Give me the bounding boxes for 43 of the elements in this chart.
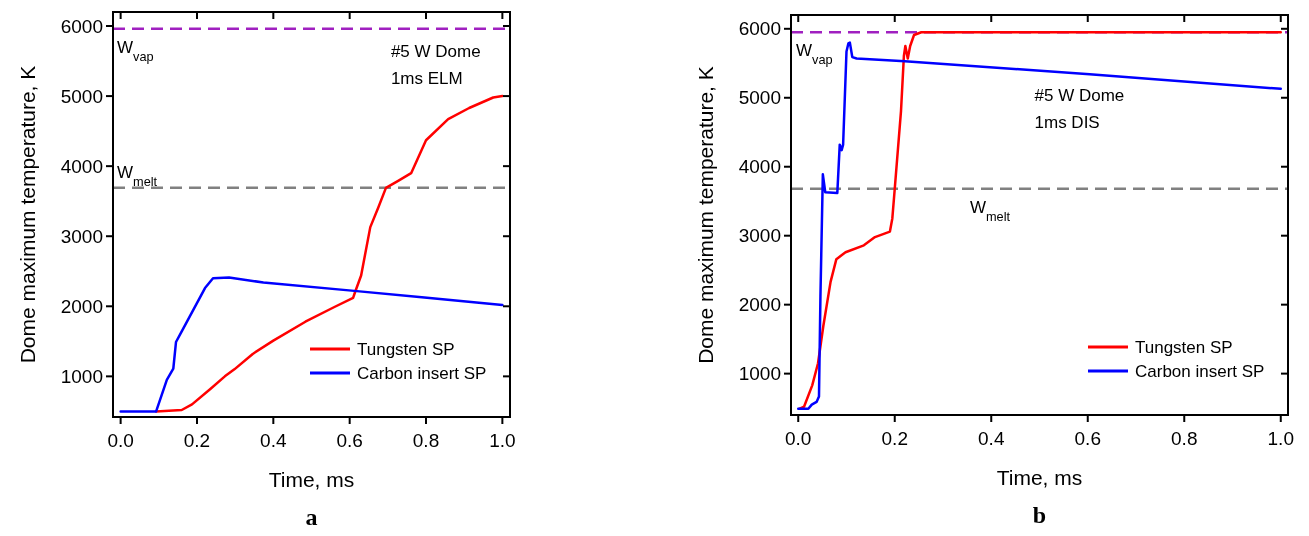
- ref-line-label: W$_{vap}$: [795, 41, 833, 67]
- x-axis-title: Time, ms: [996, 466, 1083, 489]
- y-tick-label: 3000: [738, 225, 781, 247]
- x-tick-label: 0.2: [183, 430, 211, 451]
- x-tick-label: 0.0: [785, 428, 812, 449]
- y-tick-label: 4000: [60, 155, 103, 177]
- x-tick-label: 1.0: [1267, 428, 1294, 449]
- ref-line-label: W$_{melt}$: [969, 197, 1011, 224]
- annotation: 1ms DIS: [1034, 113, 1100, 132]
- x-tick-label: 1.0: [489, 430, 516, 451]
- y-tick-label: 1000: [60, 366, 103, 388]
- ref-line-label: W$_{vap}$: [116, 37, 154, 64]
- y-tick-label: 2000: [60, 295, 103, 317]
- x-tick-label: 0.0: [107, 430, 134, 451]
- line-series: [119, 276, 504, 413]
- legend-label: Carbon insert SP: [1135, 361, 1265, 381]
- y-tick-label: 5000: [60, 85, 103, 107]
- legend-label: Carbon insert SP: [357, 363, 487, 383]
- y-tick-label: 2000: [738, 294, 781, 316]
- x-tick-label: 0.4: [978, 428, 1005, 449]
- y-tick-label: 6000: [738, 18, 781, 40]
- legend-label: Tungsten SP: [1135, 337, 1233, 357]
- x-tick-label: 0.2: [881, 428, 908, 449]
- y-axis-title: Dome maximum temperature, K: [694, 66, 717, 364]
- x-tick-label: 0.6: [336, 430, 363, 451]
- ref-line-label: W$_{melt}$: [116, 162, 158, 189]
- y-tick-label: 6000: [60, 15, 103, 37]
- text: a: [305, 504, 318, 530]
- y-tick-label: 4000: [738, 156, 781, 178]
- text: b: [1032, 502, 1047, 528]
- y-tick-label: 3000: [60, 225, 103, 247]
- annotation: #5 W Dome: [390, 41, 481, 61]
- annotation: #5 W Dome: [1034, 86, 1125, 105]
- y-tick-label: 1000: [738, 363, 781, 385]
- annotation: 1ms ELM: [390, 68, 463, 88]
- y-tick-label: 5000: [738, 87, 781, 109]
- legend-label: Tungsten SP: [357, 339, 455, 359]
- x-tick-label: 0.4: [260, 430, 287, 451]
- x-tick-label: 0.6: [1074, 428, 1101, 449]
- y-axis-title: Dome maximum temperature, K: [16, 65, 39, 364]
- x-axis-title: Time, ms: [268, 468, 355, 491]
- x-tick-label: 0.8: [1171, 428, 1198, 449]
- x-tick-label: 0.8: [412, 430, 440, 451]
